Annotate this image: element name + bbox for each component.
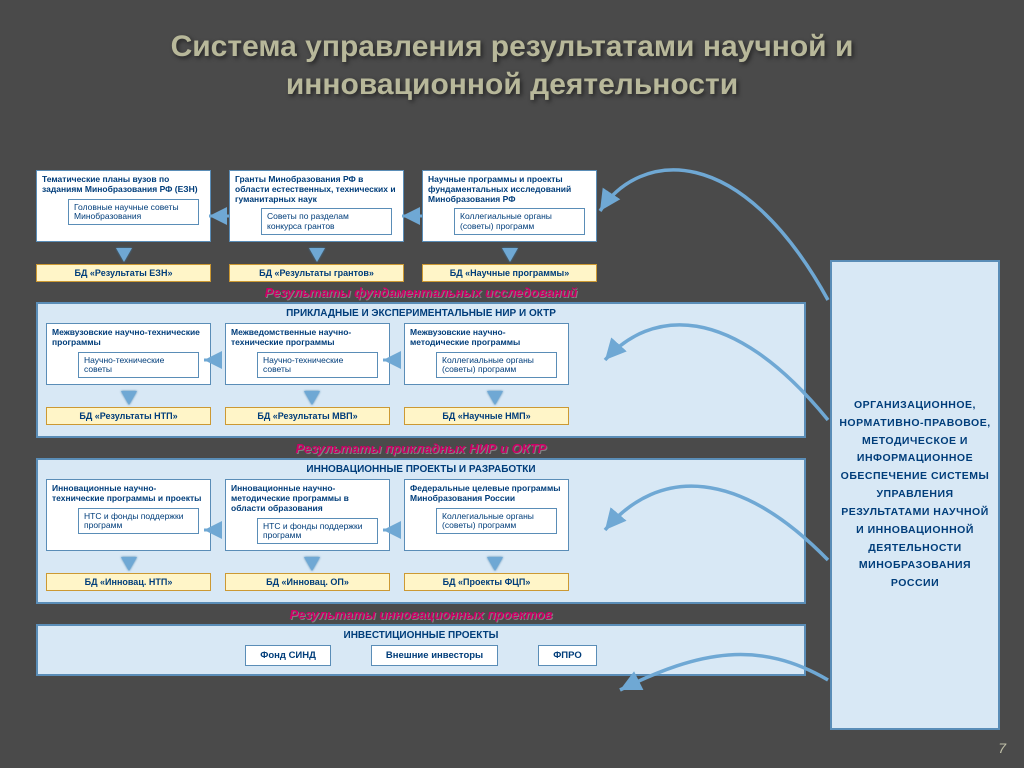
sidebar-text: ОРГАНИЗАЦИОННОЕ, НОРМАТИВНО-ПРАВОВОЕ, МЕ… [838,397,992,593]
top-box-2: Научные программы и проекты фундаменталь… [422,170,597,242]
arrow-down-icon [487,391,503,405]
arrow-down-icon [502,248,518,262]
invest-1: Внешние инвесторы [371,645,498,666]
top-box-0-inner: Головные научные советы Минобразования [68,199,199,226]
page-number: 7 [998,740,1006,756]
bd-0: БД «Результаты ЕЗН» [36,264,211,282]
section-3: ИНВЕСТИЦИОННЫЕ ПРОЕКТЫ Фонд СИНД Внешние… [36,624,806,676]
diagram-area: Тематические планы вузов по заданиям Мин… [36,170,806,730]
s1-box-0: Межвузовские научно-технические программ… [46,323,211,385]
s2-bd-1: БД «Инновац. ОП» [225,573,390,591]
red-label-3: Результаты инновационных проектов [36,607,806,622]
arrow-down-icon [121,391,137,405]
s1-bd-0: БД «Результаты НТП» [46,407,211,425]
top-box-1-title: Гранты Минобразования РФ в области естес… [235,175,398,204]
s2-bd-0: БД «Инновац. НТП» [46,573,211,591]
s2-box-2: Федеральные целевые программы Минобразов… [404,479,569,551]
red-label-1: Результаты фундаментальных исследований [36,285,806,300]
s1-box-1: Межведомственные научно-технические прог… [225,323,390,385]
bd-2: БД «Научные программы» [422,264,597,282]
invest-2: ФПРО [538,645,597,666]
section-3-title: ИНВЕСТИЦИОННЫЕ ПРОЕКТЫ [46,630,796,641]
slide-title: Система управления результатами научной … [0,0,1024,111]
red-label-2: Результаты прикладных НИР и ОКТР [36,441,806,456]
arrow-down-icon [121,557,137,571]
invest-0: Фонд СИНД [245,645,331,666]
s2-bd-2: БД «Проекты ФЦП» [404,573,569,591]
top-bd-row: БД «Результаты ЕЗН» БД «Результаты грант… [36,264,806,282]
top-box-1: Гранты Минобразования РФ в области естес… [229,170,404,242]
section-1: ПРИКЛАДНЫЕ И ЭКСПЕРИМЕНТАЛЬНЫЕ НИР И ОКТ… [36,302,806,438]
arrow-down-icon [116,248,132,262]
s1-bd-1: БД «Результаты МВП» [225,407,390,425]
arrow-down-icon [487,557,503,571]
top-box-1-inner: Советы по разделам конкурса грантов [261,208,392,235]
s2-box-1: Инновационные научно-методические програ… [225,479,390,551]
arrow-down-icon [304,391,320,405]
top-row: Тематические планы вузов по заданиям Мин… [36,170,806,242]
sidebar-panel: ОРГАНИЗАЦИОННОЕ, НОРМАТИВНО-ПРАВОВОЕ, МЕ… [830,260,1000,730]
s1-box-2: Межвузовские научно-методические програм… [404,323,569,385]
top-box-0-title: Тематические планы вузов по заданиям Мин… [42,175,205,195]
bd-1: БД «Результаты грантов» [229,264,404,282]
arrow-down-icon [309,248,325,262]
s2-box-0: Инновационные научно-технические програм… [46,479,211,551]
top-box-2-inner: Коллегиальные органы (советы) программ [454,208,585,235]
arrows-top-bd [36,248,806,262]
section-2-title: ИННОВАЦИОННЫЕ ПРОЕКТЫ И РАЗРАБОТКИ [46,464,796,475]
s1-bd-2: БД «Научные НМП» [404,407,569,425]
section-2: ИННОВАЦИОННЫЕ ПРОЕКТЫ И РАЗРАБОТКИ Иннов… [36,458,806,604]
section-1-title: ПРИКЛАДНЫЕ И ЭКСПЕРИМЕНТАЛЬНЫЕ НИР И ОКТ… [46,308,796,319]
arrow-down-icon [304,557,320,571]
top-box-2-title: Научные программы и проекты фундаменталь… [428,175,591,204]
top-box-0: Тематические планы вузов по заданиям Мин… [36,170,211,242]
